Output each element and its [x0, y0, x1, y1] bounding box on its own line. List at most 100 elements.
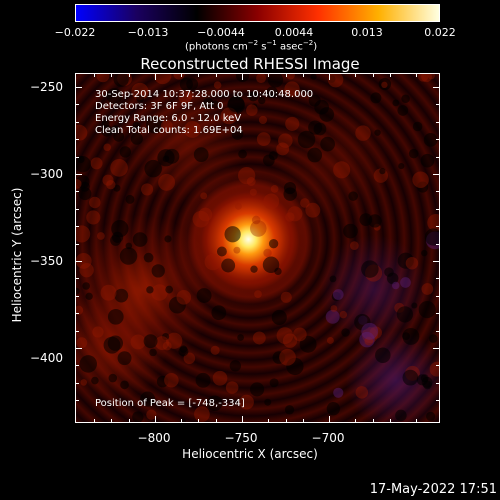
texture-blob	[401, 94, 410, 104]
texture-blob	[100, 284, 117, 301]
texture-blob	[237, 334, 244, 341]
texture-blob	[269, 378, 279, 388]
texture-blob	[300, 198, 310, 208]
texture-blob	[374, 129, 381, 136]
texture-blob	[102, 174, 114, 186]
texture-blob	[310, 74, 317, 80]
texture-blob	[349, 241, 359, 250]
texture-blob	[103, 143, 112, 152]
texture-blob	[284, 81, 300, 97]
texture-blob	[227, 95, 245, 113]
texture-blob	[264, 398, 272, 406]
texture-blob	[286, 74, 295, 80]
texture-blob	[114, 288, 129, 303]
texture-blob	[206, 395, 223, 411]
texture-blob	[417, 181, 429, 193]
texture-blob	[130, 132, 143, 145]
texture-blob	[421, 283, 434, 295]
texture-blob	[184, 121, 201, 138]
texture-blob	[196, 288, 212, 303]
texture-blob	[348, 191, 358, 201]
texture-blob	[92, 326, 104, 338]
texture-blob	[186, 78, 199, 91]
colorbar-tick: 0.022	[424, 26, 456, 39]
texture-blob	[79, 355, 97, 373]
texture-blob	[216, 246, 227, 257]
texture-blob	[339, 310, 348, 319]
texture-blob	[119, 146, 131, 158]
texture-blob	[76, 287, 80, 295]
texture-blob	[130, 334, 146, 350]
colorbar-tick: 0.013	[351, 26, 383, 39]
info-clean-counts: Clean Total counts: 1.69E+04	[95, 125, 243, 136]
texture-blob	[271, 309, 287, 325]
texture-blob	[204, 253, 222, 271]
texture-blob	[158, 173, 176, 191]
texture-blob	[162, 333, 170, 341]
texture-blob	[297, 130, 316, 149]
texture-blob	[212, 370, 228, 386]
peak-position: Position of Peak = [-748,-334]	[95, 398, 245, 409]
texture-blob	[101, 120, 110, 128]
texture-blob	[397, 105, 409, 116]
texture-blob	[361, 322, 379, 340]
texture-blob	[412, 121, 423, 132]
texture-blob	[76, 305, 84, 315]
texture-blob	[165, 285, 174, 294]
texture-blob	[76, 124, 88, 141]
texture-blob	[378, 77, 392, 91]
y-tick-label: −400	[30, 351, 63, 365]
texture-blob	[132, 411, 144, 422]
texture-blob	[284, 405, 295, 415]
texture-blob	[329, 275, 337, 283]
texture-blob	[113, 74, 129, 87]
texture-blob	[76, 178, 82, 189]
texture-blob	[119, 247, 138, 265]
texture-blob	[397, 252, 414, 269]
texture-blob	[140, 391, 156, 407]
texture-blob	[396, 306, 414, 323]
texture-blob	[183, 352, 196, 365]
texture-blob	[263, 193, 280, 210]
texture-blob	[326, 336, 334, 344]
texture-blob	[362, 327, 378, 344]
texture-blob	[176, 290, 192, 305]
texture-blob	[106, 179, 116, 190]
texture-blob	[320, 136, 335, 152]
texture-blob	[76, 156, 91, 173]
texture-blob	[76, 252, 92, 269]
render-timestamp: 17-May-2022 17:51	[369, 482, 497, 497]
texture-blob	[106, 88, 123, 104]
texture-blob	[359, 331, 375, 348]
texture-blob	[156, 375, 169, 388]
texture-blob	[76, 175, 90, 189]
texture-blob	[164, 235, 172, 243]
texture-blob	[246, 104, 258, 116]
texture-blob	[251, 103, 258, 110]
texture-blob	[125, 194, 135, 204]
texture-blob	[144, 159, 162, 178]
texture-blob	[249, 188, 257, 196]
texture-blob	[210, 345, 220, 355]
texture-blob	[166, 332, 183, 349]
texture-blob	[234, 202, 242, 210]
texture-blob	[354, 314, 371, 331]
image-plot-area[interactable]: 30-Sep-2014 10:37:28.000 to 10:40:48.000…	[75, 73, 440, 423]
texture-blob	[143, 252, 154, 263]
texture-blob	[299, 335, 317, 353]
texture-blob	[151, 284, 168, 301]
texture-blob	[96, 74, 110, 83]
texture-blob	[76, 225, 91, 243]
texture-blob	[117, 351, 132, 366]
texture-blob	[305, 202, 321, 218]
y-tick-label: −350	[30, 254, 63, 268]
texture-blob	[149, 348, 157, 357]
texture-blob	[402, 369, 419, 386]
texture-blob	[211, 305, 227, 321]
texture-blob	[160, 119, 173, 132]
texture-blob	[285, 212, 295, 222]
texture-blob	[307, 147, 323, 163]
texture-blob	[168, 296, 186, 314]
texture-blob	[198, 207, 213, 222]
texture-blob	[231, 128, 244, 140]
